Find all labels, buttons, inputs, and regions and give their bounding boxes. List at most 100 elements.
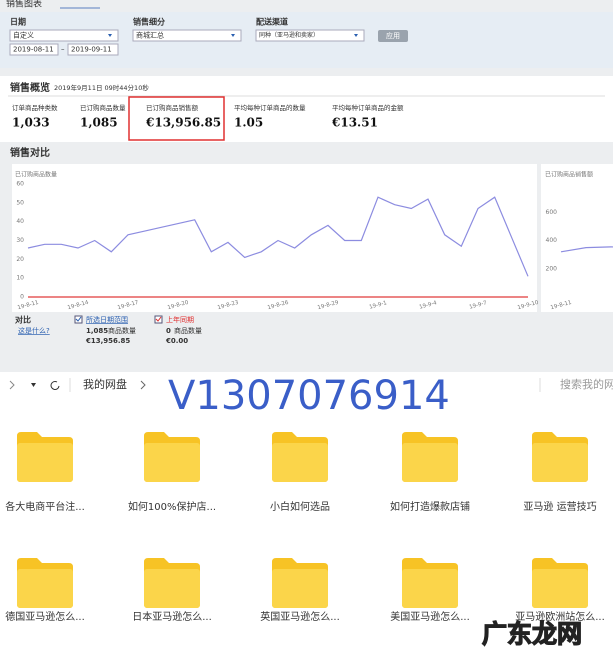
drive-bg [0, 372, 613, 661]
check [75, 316, 82, 322]
legend-sales: €13,956.85 [85, 337, 130, 345]
metric-value: 1,085 [80, 116, 118, 130]
metric-label: 平均每种订单商品的数量 [234, 103, 306, 112]
apply-label: 应用 [386, 31, 400, 40]
legend-count-unit: 商品数量 [108, 326, 136, 335]
date-input[interactable] [9, 43, 59, 56]
y-tick-label: 50 [16, 199, 24, 206]
y-axis-label: 已订购商品销售额 [545, 171, 593, 179]
select-arrow [231, 34, 235, 37]
date-from: 2019-08-11 [13, 46, 54, 54]
legend-count: 0 [166, 327, 171, 335]
select-value: 自定义 [13, 31, 34, 40]
overview-timestamp: 2019年9月11日 09时44分10秒 [54, 83, 149, 92]
x-tick-label: 19-9-10 [517, 300, 540, 311]
folder-name[interactable]: 德国亚马逊怎么... [5, 610, 85, 623]
folder-front [272, 443, 328, 482]
date-separator: – [61, 46, 65, 54]
filter-label: 销售细分 [133, 17, 165, 27]
x-tick-label: 19-8-17 [117, 300, 140, 311]
folder-front [272, 569, 328, 608]
series-line [27, 196, 529, 277]
select[interactable] [255, 29, 365, 42]
folder-front [144, 443, 200, 482]
metrics: 订单商品种类数 1,033 已订购商品数量 1,085 已订购商品销售额 €13,956.… [12, 103, 404, 130]
date-to: 2019-09-11 [71, 46, 112, 54]
select[interactable] [132, 29, 242, 42]
folder-name[interactable]: 如何100%保护店... [128, 500, 216, 513]
y-tick-label: 30 [16, 237, 24, 244]
metric-value: 1,033 [12, 116, 50, 130]
date-input[interactable] [67, 43, 119, 56]
nav-forward[interactable] [9, 380, 15, 390]
metric-value: €13,956.85 [145, 116, 221, 130]
y-axis-label: 已订购商品数量 [15, 171, 57, 179]
folder-name[interactable]: 日本亚马逊怎么... [132, 610, 212, 623]
overview-title: 销售概览 [10, 81, 50, 94]
folder-name[interactable]: 如何打造爆款店铺 [390, 500, 470, 513]
help-link[interactable]: 这是什么? [18, 326, 50, 335]
refresh[interactable] [50, 381, 60, 390]
x-tick-label: 19-9-7 [469, 300, 488, 311]
metric-label: 已订购商品数量 [80, 103, 126, 112]
legend-sales: €0.00 [165, 337, 188, 345]
x-tick-label: 19-8-20 [167, 300, 190, 311]
search-box[interactable]: 搜索我的网 [560, 377, 613, 391]
legend-series: 所选日期范围 [86, 315, 128, 324]
x-tick-label: 19-8-11 [550, 300, 572, 311]
overview-panel [0, 76, 613, 142]
y-tick-label: 10 [16, 275, 24, 282]
y-tick-label: 40 [16, 218, 24, 225]
filter-label: 日期 [10, 17, 26, 27]
folder-front [17, 569, 73, 608]
folder-front [402, 443, 458, 482]
y-tick-label: 600 [546, 209, 558, 216]
corner-watermark: 广东龙网 [482, 620, 582, 649]
series-line [560, 246, 613, 253]
folder-name[interactable]: 各大电商平台注... [5, 500, 85, 513]
tab-title: 销售图表 [6, 0, 42, 10]
y-tick-label: 20 [16, 256, 24, 263]
select[interactable] [9, 29, 119, 42]
folder-name[interactable]: 亚马逊 运营技巧 [523, 500, 596, 513]
x-tick-label: 19-8-26 [267, 300, 290, 311]
comparison-title: 销售对比 [10, 146, 50, 159]
folder-name[interactable]: 亚马逊欧洲站怎么... [515, 610, 605, 623]
folder-front [532, 569, 588, 608]
metric-value: 1.05 [234, 116, 263, 130]
metric-label: 订单商品种类数 [12, 103, 58, 112]
x-tick-label: 19-9-4 [419, 300, 438, 311]
folder-name[interactable]: 小白如何选品 [270, 500, 330, 513]
legend-count-unit: 商品数量 [174, 326, 202, 335]
y-tick-label: 0 [20, 294, 24, 301]
legend-label: 对比 [15, 315, 31, 325]
select-arrow [108, 34, 112, 37]
y-tick-label: 200 [546, 265, 558, 272]
nav-dropdown[interactable] [31, 383, 36, 387]
chart-panel [541, 164, 613, 312]
x-tick-label: 19-8-23 [217, 300, 240, 311]
folder-name[interactable]: 英国亚马逊怎么... [260, 610, 340, 623]
checkbox[interactable] [74, 315, 83, 324]
x-tick-label: 19-8-14 [67, 300, 90, 311]
charts: 已订购商品数量 0 10 20 30 40 50 60 19-8-11 19-8-14 19-8-1… [15, 171, 613, 311]
y-tick-label: 400 [546, 237, 558, 244]
metric-label: 平均每种订单商品的金额 [332, 103, 404, 112]
folder-name[interactable]: 美国亚马逊怎么... [390, 610, 470, 623]
x-tick-label: 19-8-11 [17, 300, 39, 311]
breadcrumb[interactable]: 我的网盘 [83, 377, 127, 391]
legend-series: 上年同期 [166, 315, 194, 324]
folder-front [144, 569, 200, 608]
y-tick-label: 60 [16, 181, 24, 188]
watermark: V1307076914 [168, 373, 450, 419]
select-arrow [354, 34, 358, 37]
folder-front [532, 443, 588, 482]
checkbox[interactable] [154, 315, 163, 324]
folder-front [17, 443, 73, 482]
highlight-box [128, 96, 225, 141]
metric-value: €13.51 [331, 116, 378, 130]
x-tick-label: 19-9-1 [369, 300, 388, 310]
folders: 各大电商平台注... 如何100%保护店... 小白如何选品 如何打造爆款店铺 亚马逊 … [5, 432, 605, 623]
apply-button[interactable] [378, 30, 408, 42]
